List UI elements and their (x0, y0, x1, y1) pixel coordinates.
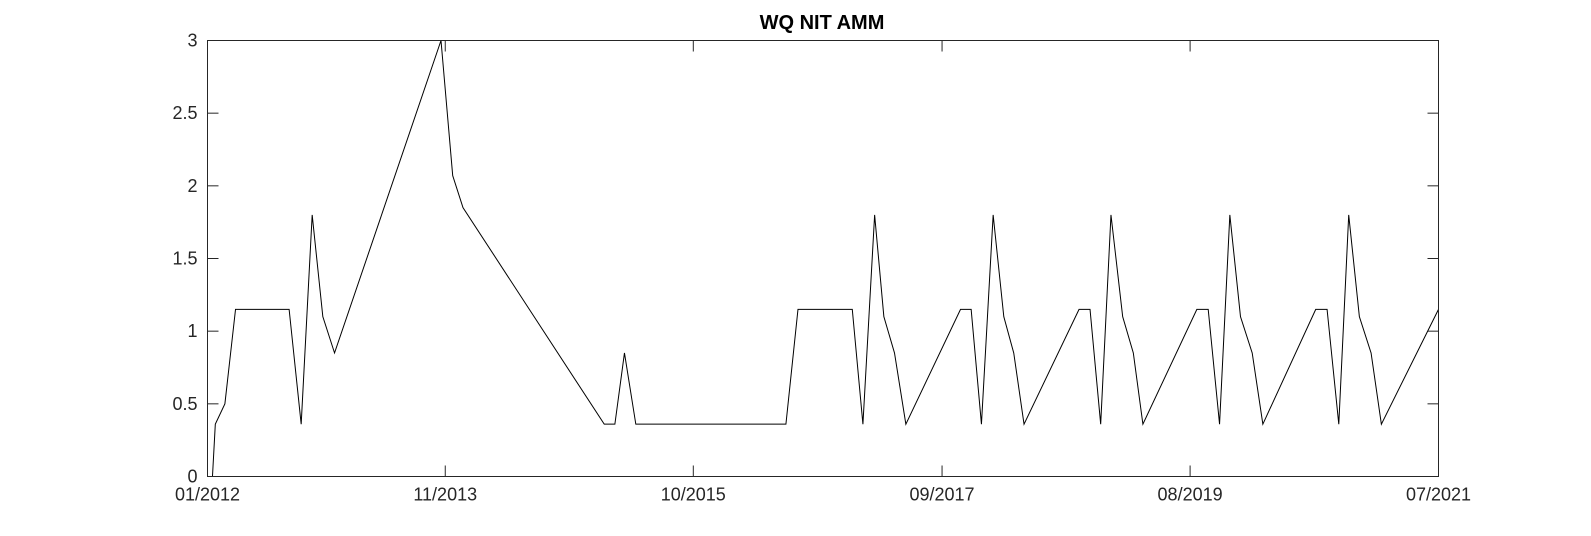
data-point (287, 307, 292, 312)
data-point (1077, 307, 1082, 312)
data-point (795, 307, 800, 312)
data-point (1357, 314, 1362, 319)
data-point (644, 422, 649, 427)
data-point (622, 350, 627, 355)
data-point (1022, 422, 1027, 427)
x-tick-label: 09/2017 (910, 485, 975, 505)
data-point (1227, 212, 1232, 217)
data-point (1206, 307, 1211, 312)
data-point (969, 307, 974, 312)
y-tick-label: 3 (187, 31, 197, 51)
data-point (450, 173, 455, 178)
data-point (1238, 314, 1243, 319)
data-point (881, 314, 886, 319)
data-point (1369, 350, 1374, 355)
data-point (1379, 422, 1384, 427)
data-point (222, 401, 227, 406)
data-point (1088, 307, 1093, 312)
y-tick-label: 0 (187, 467, 197, 487)
data-point (1313, 307, 1318, 312)
x-tick-label: 01/2012 (175, 485, 240, 505)
data-point (612, 422, 617, 427)
data-point (310, 212, 315, 217)
data-point (1001, 314, 1006, 319)
y-tick-label: 2 (187, 176, 197, 196)
x-tick-label: 11/2013 (413, 485, 477, 505)
data-point (1250, 350, 1255, 355)
data-point (320, 314, 325, 319)
data-point (783, 422, 788, 427)
axis-ticks (207, 40, 1439, 477)
data-point (461, 205, 466, 210)
data-point (1217, 422, 1222, 427)
data-point (1108, 212, 1113, 217)
data-point (1098, 422, 1103, 427)
data-point (1346, 212, 1351, 217)
y-tick-label: 0.5 (172, 394, 197, 414)
data-point (1336, 422, 1341, 427)
data-point (958, 307, 963, 312)
plot-area-box (207, 40, 1439, 477)
axis-tick-labels: 01/2012 11/2013 10/2015 09/2017 08/2019 07/20… (172, 31, 1471, 505)
data-point (979, 422, 984, 427)
data-point (633, 422, 638, 427)
series-line-0 (211, 40, 1439, 477)
x-tick-label: 07/2021 (1406, 485, 1471, 505)
data-point (602, 422, 607, 427)
data-point (872, 212, 877, 217)
data-point (332, 350, 337, 355)
data-point (892, 350, 897, 355)
chart-title: WQ NIT AMM (760, 12, 885, 34)
data-point (1260, 422, 1265, 427)
x-tick-label: 10/2015 (661, 485, 726, 505)
data-series (211, 40, 1439, 477)
data-point (233, 307, 238, 312)
data-point (299, 422, 304, 427)
data-point (1140, 422, 1145, 427)
data-point (860, 422, 865, 427)
data-point (1011, 350, 1016, 355)
data-point (1194, 307, 1199, 312)
data-point (1131, 350, 1136, 355)
x-tick-label: 08/2019 (1158, 485, 1223, 505)
data-point (213, 422, 218, 427)
data-point (850, 307, 855, 312)
y-tick-label: 2.5 (172, 103, 197, 123)
y-tick-label: 1 (187, 321, 197, 341)
data-point (991, 212, 996, 217)
y-tick-label: 1.5 (172, 249, 197, 269)
data-point (1325, 307, 1330, 312)
data-point (903, 422, 908, 427)
data-point (1120, 314, 1125, 319)
